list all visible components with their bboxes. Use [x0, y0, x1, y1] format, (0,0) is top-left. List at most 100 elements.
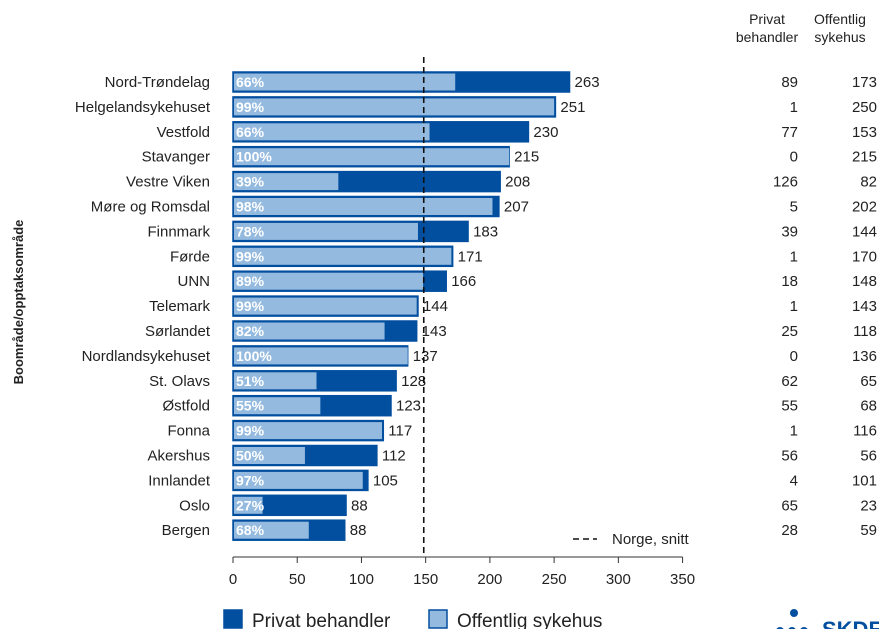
category-label: Innlandet [148, 472, 211, 489]
legend-swatch-offentlig [428, 609, 448, 629]
percent-label: 51% [236, 373, 265, 389]
category-label: Sørlandet [145, 323, 211, 340]
percent-label: 50% [236, 448, 265, 464]
table-offentlig-value: 82 [860, 174, 877, 191]
bar-offentlig [234, 496, 263, 514]
table-offentlig-value: 101 [852, 472, 877, 489]
x-tick-label: 50 [289, 571, 306, 588]
percent-label: 99% [236, 423, 265, 439]
total-label: 263 [575, 74, 600, 91]
category-label: Akershus [147, 448, 210, 465]
category-label: UNN [178, 273, 211, 290]
table-offentlig-value: 215 [852, 149, 877, 166]
total-label: 88 [350, 522, 367, 539]
table-privat-value: 5 [790, 199, 798, 216]
x-tick-label: 150 [413, 571, 438, 588]
table-privat-value: 55 [781, 398, 798, 415]
table-privat-value: 0 [790, 348, 798, 365]
total-label: 207 [504, 199, 529, 216]
table-offentlig-value: 136 [852, 348, 877, 365]
bar-offentlig [234, 272, 424, 290]
total-label: 230 [533, 124, 558, 141]
bar-offentlig [234, 247, 452, 265]
table-privat-value: 28 [781, 522, 798, 539]
category-label: Nord-Trøndelag [105, 74, 210, 91]
category-label: Telemark [149, 298, 210, 315]
x-tick-label: 300 [606, 571, 631, 588]
bar-offentlig [234, 447, 305, 464]
percent-label: 66% [236, 124, 265, 140]
legend-label-privat: Privat behandler [252, 611, 391, 629]
category-label: Oslo [179, 497, 210, 514]
category-label: Finnmark [147, 223, 210, 240]
bar-offentlig [234, 173, 339, 191]
percent-label: 89% [236, 273, 265, 289]
total-label: 144 [423, 298, 448, 315]
percent-label: 100% [236, 149, 272, 165]
x-tick-label: 100 [349, 571, 374, 588]
table-header-privat: behandler [736, 29, 799, 45]
total-label: 143 [422, 323, 447, 340]
total-label: 105 [373, 472, 398, 489]
table-header-privat: Privat [749, 11, 785, 27]
table-offentlig-value: 118 [853, 323, 877, 340]
table-privat-value: 4 [790, 472, 798, 489]
table-offentlig-value: 65 [860, 373, 877, 390]
table-privat-value: 18 [781, 273, 798, 290]
table-privat-value: 126 [773, 174, 798, 191]
table-offentlig-value: 59 [860, 522, 877, 539]
reference-legend-label: Norge, snitt [612, 531, 690, 548]
category-label: St. Olavs [149, 373, 210, 390]
percent-label: 82% [236, 323, 265, 339]
x-tick-label: 250 [542, 571, 567, 588]
bar-offentlig [234, 347, 408, 365]
bar-offentlig [234, 422, 383, 440]
category-label: Nordlandsykehuset [82, 348, 211, 365]
x-tick-label: 350 [670, 571, 695, 588]
legend-label-offentlig: Offentlig sykehus [457, 611, 602, 629]
skde-logo: SKDE [772, 606, 879, 629]
table-offentlig-value: 170 [852, 248, 877, 265]
bar-offentlig [234, 322, 385, 340]
category-label: Møre og Romsdal [91, 199, 210, 216]
percent-label: 97% [236, 472, 265, 488]
table-offentlig-value: 202 [852, 199, 877, 216]
legend-swatch-privat [223, 609, 243, 629]
percent-label: 99% [236, 298, 265, 314]
table-privat-value: 77 [781, 124, 798, 141]
table-privat-value: 89 [781, 74, 798, 91]
table-offentlig-value: 173 [852, 74, 877, 91]
x-tick-label: 200 [477, 571, 502, 588]
total-label: 128 [401, 373, 426, 390]
category-label: Førde [170, 248, 210, 265]
table-offentlig-value: 68 [860, 398, 877, 415]
percent-label: 66% [236, 74, 265, 90]
total-label: 117 [388, 423, 412, 440]
table-privat-value: 62 [781, 373, 798, 390]
table-offentlig-value: 116 [853, 423, 877, 440]
logo-text: SKDE [822, 617, 879, 629]
table-privat-value: 65 [781, 497, 798, 514]
table-header-offentlig: sykehus [814, 29, 865, 45]
total-label: 123 [396, 398, 421, 415]
table-privat-value: 1 [790, 423, 798, 440]
percent-label: 99% [236, 99, 265, 115]
category-label: Vestre Viken [126, 174, 210, 191]
table-privat-value: 56 [781, 448, 798, 465]
y-axis-label: Boområde/opptaksområde [11, 220, 26, 385]
percent-label: 78% [236, 223, 265, 239]
bar-offentlig [234, 372, 317, 390]
table-offentlig-value: 23 [860, 497, 877, 514]
table-offentlig-value: 250 [852, 99, 877, 116]
bar-offentlig [234, 297, 417, 315]
bar-offentlig [234, 198, 493, 215]
x-tick-label: 0 [229, 571, 237, 588]
table-privat-value: 0 [790, 149, 798, 166]
bar-offentlig [234, 471, 363, 489]
total-label: 171 [458, 248, 483, 265]
percent-label: 27% [236, 497, 265, 513]
table-offentlig-value: 143 [852, 298, 877, 315]
bar-offentlig [234, 73, 456, 91]
table-offentlig-value: 148 [852, 273, 877, 290]
